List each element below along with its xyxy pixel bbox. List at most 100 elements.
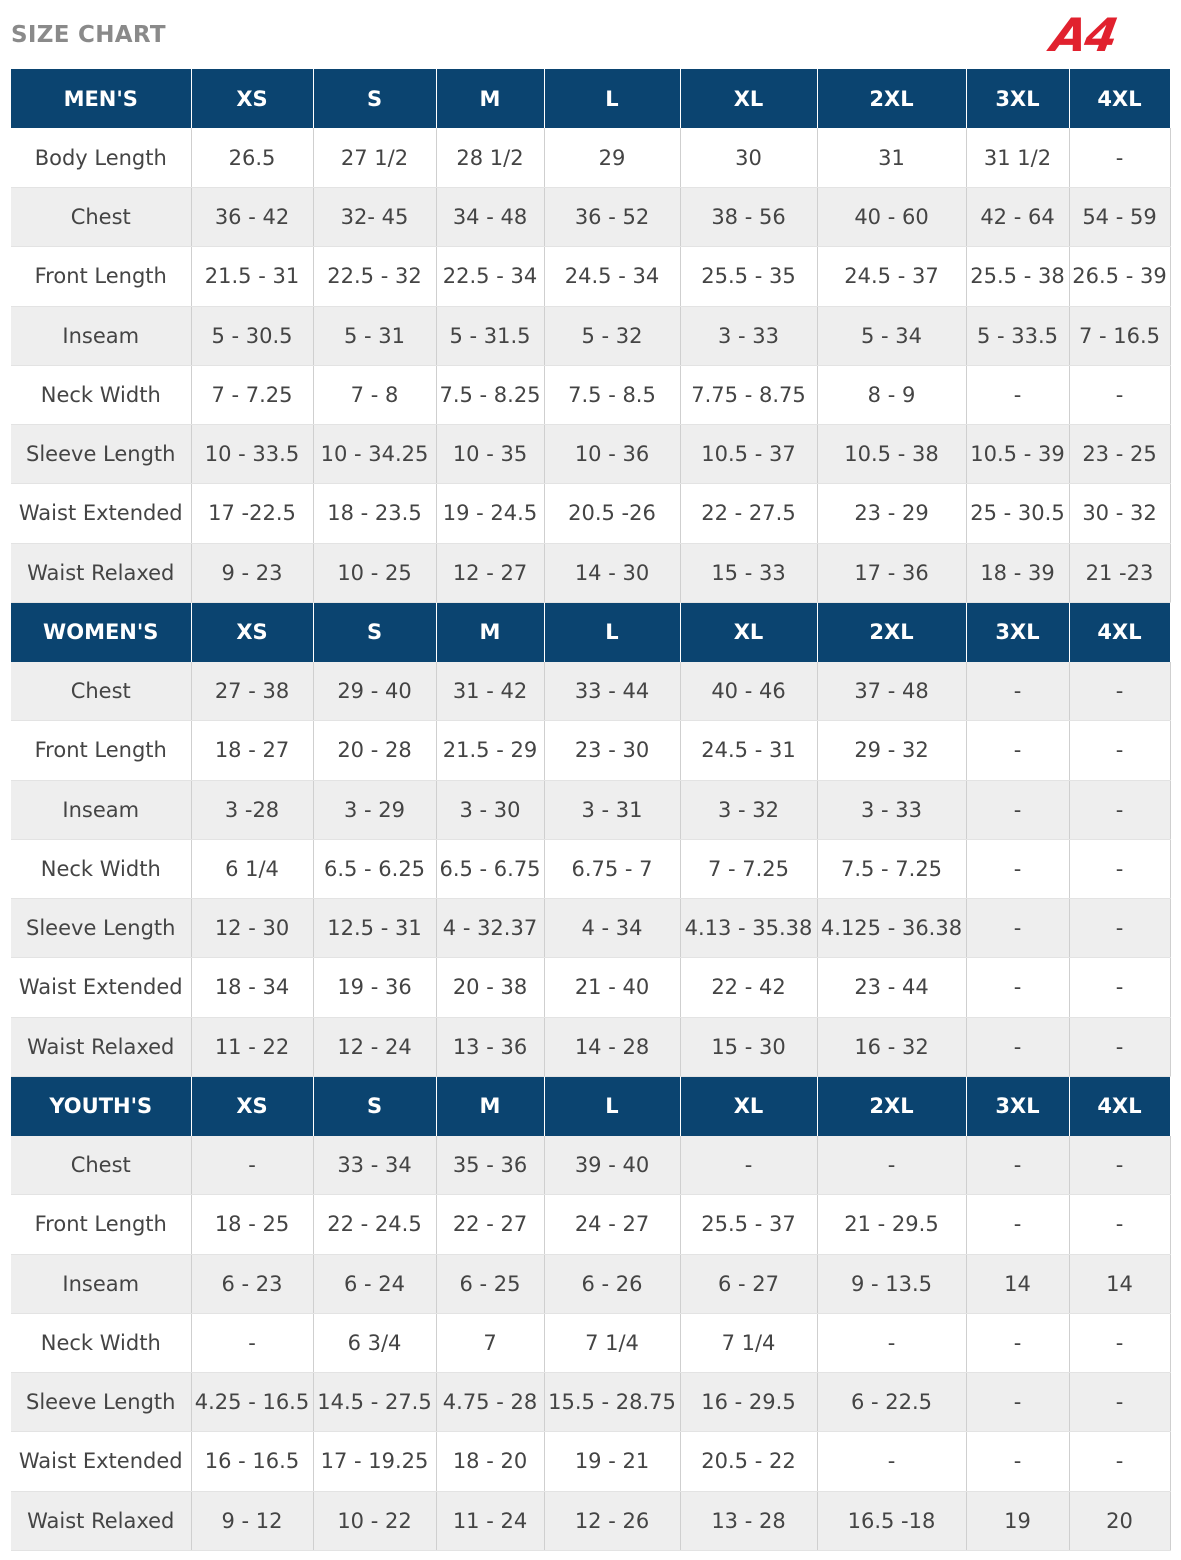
measurement-value: 10 - 36 — [544, 424, 681, 485]
measurement-value: 20.5 - 22 — [680, 1431, 818, 1492]
measurement-value: 9 - 12 — [191, 1491, 314, 1551]
measurement-value: 18 - 20 — [436, 1431, 545, 1492]
measurement-label: Waist Extended — [11, 957, 192, 1018]
size-header-cell: L — [544, 69, 681, 129]
measurement-value: - — [191, 1313, 314, 1374]
size-header-cell: S — [313, 602, 437, 662]
measurement-value: 23 - 30 — [544, 720, 681, 781]
measurement-value: - — [1069, 1194, 1171, 1255]
measurement-value: 14.5 - 27.5 — [313, 1372, 437, 1433]
measurement-value: 4 - 32.37 — [436, 898, 545, 959]
measurement-value: 6 - 23 — [191, 1254, 314, 1314]
measurement-label: Front Length — [11, 720, 192, 781]
measurement-value: 7.75 - 8.75 — [680, 365, 818, 426]
measurement-value: 28 1/2 — [436, 128, 545, 189]
size-chart-table: MEN'S XS S M L XL 2XL 3XL 4XL Body Length 26.5 27 1… — [11, 69, 1171, 1551]
measurement-label: Inseam — [11, 1254, 192, 1314]
measurement-value: 18 - 39 — [966, 543, 1070, 603]
measurement-value: 21.5 - 29 — [436, 720, 545, 781]
measurement-value: - — [817, 1313, 967, 1374]
section-title: MEN'S — [11, 69, 192, 129]
measurement-value: 27 - 38 — [191, 661, 314, 722]
table-row: Waist Relaxed 11 - 22 12 - 24 13 - 36 14 - 2… — [11, 1017, 1171, 1077]
measurement-value: 33 - 34 — [313, 1135, 437, 1196]
measurement-value: 6 - 22.5 — [817, 1372, 967, 1433]
measurement-value: 18 - 34 — [191, 957, 314, 1018]
size-header-cell: 2XL — [817, 1076, 967, 1136]
size-header-cell: 4XL — [1069, 602, 1171, 662]
measurement-value: - — [1069, 1135, 1171, 1196]
measurement-value: - — [1069, 128, 1171, 189]
measurement-value: 4 - 34 — [544, 898, 681, 959]
measurement-value: 22.5 - 32 — [313, 246, 437, 307]
measurement-value: 10 - 35 — [436, 424, 545, 485]
measurement-value: - — [966, 1135, 1070, 1196]
measurement-value: 31 — [817, 128, 967, 189]
size-header-cell: 4XL — [1069, 1076, 1171, 1136]
measurement-value: 29 - 32 — [817, 720, 967, 781]
measurement-value: 6.5 - 6.25 — [313, 839, 437, 900]
measurement-label: Sleeve Length — [11, 424, 192, 485]
measurement-value: 7 - 16.5 — [1069, 306, 1171, 366]
measurement-value: - — [966, 957, 1070, 1018]
measurement-value: 6.75 - 7 — [544, 839, 681, 900]
measurement-value: 7.5 - 8.25 — [436, 365, 545, 426]
measurement-label: Waist Extended — [11, 483, 192, 544]
measurement-value: 3 - 33 — [680, 306, 818, 366]
size-header-cell: XL — [680, 1076, 818, 1136]
measurement-value: 4.13 - 35.38 — [680, 898, 818, 959]
measurement-value: 32- 45 — [313, 187, 437, 248]
measurement-value: 25 - 30.5 — [966, 483, 1070, 544]
measurement-value: 22 - 24.5 — [313, 1194, 437, 1255]
measurement-value: - — [1069, 1017, 1171, 1077]
measurement-value: 15.5 - 28.75 — [544, 1372, 681, 1433]
size-header-cell: 3XL — [966, 69, 1070, 129]
measurement-label: Neck Width — [11, 365, 192, 426]
measurement-value: 24.5 - 34 — [544, 246, 681, 307]
measurement-value: 12 - 30 — [191, 898, 314, 959]
measurement-label: Neck Width — [11, 839, 192, 900]
measurement-value: 21.5 - 31 — [191, 246, 314, 307]
measurement-value: 24.5 - 37 — [817, 246, 967, 307]
measurement-value: 4.75 - 28 — [436, 1372, 545, 1433]
measurement-value: - — [191, 1135, 314, 1196]
size-header-cell: 3XL — [966, 1076, 1070, 1136]
measurement-value: 7 - 7.25 — [680, 839, 818, 900]
measurement-value: 54 - 59 — [1069, 187, 1171, 248]
measurement-value: - — [966, 720, 1070, 781]
measurement-value: 27 1/2 — [313, 128, 437, 189]
measurement-value: 15 - 33 — [680, 543, 818, 603]
measurement-label: Inseam — [11, 780, 192, 840]
measurement-value: 31 - 42 — [436, 661, 545, 722]
measurement-value: - — [680, 1135, 818, 1196]
measurement-value: - — [966, 839, 1070, 900]
measurement-value: 20.5 -26 — [544, 483, 681, 544]
measurement-value: - — [1069, 365, 1171, 426]
table-row: Sleeve Length 10 - 33.5 10 - 34.25 10 - 35 1… — [11, 424, 1171, 485]
measurement-value: 16 - 32 — [817, 1017, 967, 1077]
measurement-value: 40 - 46 — [680, 661, 818, 722]
measurement-value: 20 - 28 — [313, 720, 437, 781]
measurement-value: 5 - 33.5 — [966, 306, 1070, 366]
measurement-value: 10 - 25 — [313, 543, 437, 603]
measurement-value: 10.5 - 37 — [680, 424, 818, 485]
measurement-value: 21 - 40 — [544, 957, 681, 1018]
section-header-row: YOUTH'S XS S M L XL 2XL 3XL 4XL — [11, 1076, 1171, 1136]
size-header-cell: XS — [191, 602, 314, 662]
size-header-cell: S — [313, 69, 437, 129]
section-header-row: MEN'S XS S M L XL 2XL 3XL 4XL — [11, 69, 1171, 129]
page-header: SIZE CHART A4 — [0, 0, 1181, 68]
table-row: Body Length 26.5 27 1/2 28 1/2 29 30 31 31 1/2- — [11, 128, 1171, 189]
measurement-value: - — [966, 1194, 1070, 1255]
measurement-value: 5 - 31 — [313, 306, 437, 366]
table-row: Waist Extended 18 - 34 19 - 36 20 - 38 21 - … — [11, 957, 1171, 1018]
table-row: Waist Relaxed 9 - 23 10 - 25 12 - 27 14 - 30… — [11, 543, 1171, 603]
measurement-value: 19 - 21 — [544, 1431, 681, 1492]
measurement-value: - — [966, 1313, 1070, 1374]
measurement-value: 7 - 8 — [313, 365, 437, 426]
measurement-value: 6 - 27 — [680, 1254, 818, 1314]
measurement-value: 3 - 29 — [313, 780, 437, 840]
measurement-value: 10 - 22 — [313, 1491, 437, 1551]
measurement-value: 37 - 48 — [817, 661, 967, 722]
measurement-value: 15 - 30 — [680, 1017, 818, 1077]
